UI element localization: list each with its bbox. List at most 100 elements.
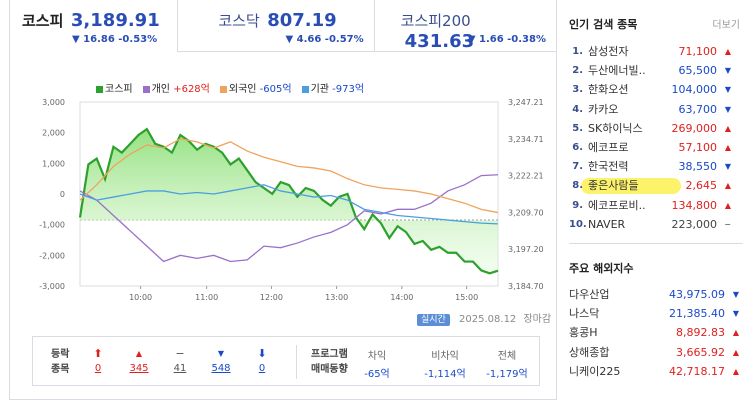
program-arbitrage: 차익 -65억 [359,347,395,380]
legend-foreign[interactable]: 외국인 -605억 [219,80,292,95]
stock-rank: 4. [572,103,583,115]
left-tick-label: 3,000 [42,98,65,107]
trend-down-icon: ▼ [724,104,731,114]
legend-institution[interactable]: 기관 -973억 [301,80,364,95]
trend-up-icon: ▲ [724,123,731,133]
count-value: 41 [173,363,187,374]
left-tick-label: -1,000 [39,221,65,230]
lower-limit-icon: ⬇ [257,347,267,360]
stock-rank: 9. [572,199,583,211]
index-name: 다우산업 [569,288,610,301]
stock-name: 한국전력 [588,160,629,174]
index-name: 홍콩H [569,326,598,340]
legend-value: +628억 [173,84,210,95]
left-tick-label: -3,000 [39,282,65,291]
individual-line [79,174,499,263]
legend-value: -605억 [259,84,292,95]
index-price: 43,975.09 [669,288,725,301]
institution-line [79,184,499,225]
stock-name: 한화오션 [588,83,629,97]
overseas-title: 주요 해외지수 [569,262,634,275]
popular-stock-row[interactable]: 3. 한화오션 104,000 ▼ [569,80,739,99]
stock-rank: 5. [572,122,583,134]
stock-price: 269,000 [671,121,718,135]
overseas-index-row[interactable]: 다우산업 43,975.09 ▼ [569,285,739,304]
stock-rank: 7. [572,161,583,173]
popular-stock-row[interactable]: 8. 좋은사람들 2,645 ▲ [569,176,739,195]
label-line: 매매동향 [311,364,348,375]
stock-name: 에코프로비.. [588,198,646,212]
tab-name: 코스피 [22,12,64,30]
stock-price: 63,700 [678,102,718,116]
legend-swatch [96,85,103,93]
popular-stock-row[interactable]: 9. 에코프로비.. 134,800 ▲ [569,196,739,215]
tab-change: ▼ 16.86 -0.53% [72,34,158,45]
trend-up-icon: ▲ [732,328,739,338]
tab-kospi200[interactable]: 코스피200 431.63 ▼ 1.66 -0.38% [374,0,556,52]
right-tick-label: 3,184.70 [508,282,544,291]
popular-stock-row[interactable]: 5. SK하이닉스 269,000 ▲ [569,119,739,138]
stock-name: 삼성전자 [588,45,629,58]
left-tick-label: 2,000 [42,129,65,138]
overseas-index-row[interactable]: 상해종합 3,665.92 ▲ [569,343,739,362]
popular-stock-row[interactable]: 2. 두산에너빌.. 65,500 ▼ [569,61,739,80]
market-breadth-box: 등락 종목 ⬆ 0 ▲ 345 −41 ▼ 548 ⬇ 0 프로그램 매매동향 차익 -6… [32,336,540,386]
x-tick-label: 10:00 [129,293,152,302]
program-value: -65억 [364,369,390,380]
stock-price: 38,550 [678,160,718,174]
lower-limit-count[interactable]: ⬇ 0 [247,347,277,374]
stock-name: 에코프로 [588,140,629,154]
divider [296,345,297,379]
falling-count[interactable]: ▼ 548 [206,347,236,374]
trend-down-icon: ▼ [724,85,731,95]
legend-label: 외국인 [228,84,257,95]
right-tick-label: 3,247.21 [508,98,544,107]
legend-individual[interactable]: 개인 +628억 [142,80,210,95]
upper-limit-count[interactable]: ⬆ 0 [83,347,113,374]
program-total: 전체 -1,179억 [477,347,537,380]
program-value: -1,179억 [486,369,528,380]
program-header: 비차익 [431,351,459,362]
count-value: 0 [258,363,266,374]
overseas-index-row[interactable]: 홍콩H 8,892.83 ▲ [569,323,739,342]
overseas-index-row[interactable]: 나스닥 21,385.40 ▼ [569,304,739,323]
popular-stock-row[interactable]: 4. 카카오 63,700 ▼ [569,100,739,119]
realtime-button[interactable]: 실시간 [417,314,450,326]
trend-down-icon: ▼ [732,309,739,319]
market-status: 장마감 [523,314,552,325]
tab-change: ▼ 1.66 -0.38% [467,34,546,45]
overseas-index-row[interactable]: 니케이225 42,718.17 ▲ [569,362,739,381]
trend-down-icon: ▼ [724,162,731,172]
popular-stock-row[interactable]: 7. 한국전력 38,550 ▼ [569,157,739,176]
tab-kospi[interactable]: 코스피 3,189.91 ▼ 16.86 -0.53% [10,0,179,52]
tab-value: 807.19 [267,10,337,31]
highlight-marker [581,178,681,195]
legend-kospi[interactable]: 코스피 [96,80,133,95]
trend-down-icon: ▼ [724,66,731,76]
intraday-chart: 3,000 2,000 1,000 0 -1,000 -2,000 -3,000 3,247.… [39,98,544,302]
popular-stock-row[interactable]: 1. 삼성전자 71,100 ▲ [569,42,739,61]
legend-label: 기관 [310,84,329,95]
rising-count[interactable]: ▲ 345 [124,347,154,374]
tab-kosdaq[interactable]: 코스닥 807.19 ▼ 4.66 -0.57% [178,0,375,52]
more-link[interactable]: 더보기 [712,20,740,31]
stock-rank: 3. [572,84,583,96]
stock-name: 카카오 [588,102,619,116]
index-tabs: 코스피 3,189.91 ▼ 16.86 -0.53% 코스닥 807.19 ▼… [10,0,556,52]
legend-label: 코스피 [105,84,133,95]
popular-stock-row[interactable]: 6. 에코프로 57,100 ▲ [569,138,739,157]
x-tick-label: 15:00 [455,293,478,302]
unchanged-count[interactable]: − 41 [165,347,195,374]
chart-date: 2025.08.12 [459,314,517,325]
overseas-list: 다우산업 43,975.09 ▼ 나스닥 21,385.40 ▼ 홍콩H 8,892.83 ▲ 상… [569,285,739,381]
right-tick-label: 3,209.70 [508,208,544,217]
program-header: 전체 [497,351,517,362]
trend-flat-icon: − [724,219,731,229]
stock-rank: 1. [572,46,583,57]
count-value: 0 [94,363,102,374]
legend-swatch [219,85,227,93]
overseas-indices: 주요 해외지수 다우산업 43,975.09 ▼ 나스닥 21,385.40 ▼ 홍콩H 8,… [569,260,739,381]
label-line: 프로그램 [311,349,348,360]
stock-price: 71,100 [678,45,718,58]
popular-stock-row[interactable]: 10. NAVER 223,000− [569,215,739,234]
